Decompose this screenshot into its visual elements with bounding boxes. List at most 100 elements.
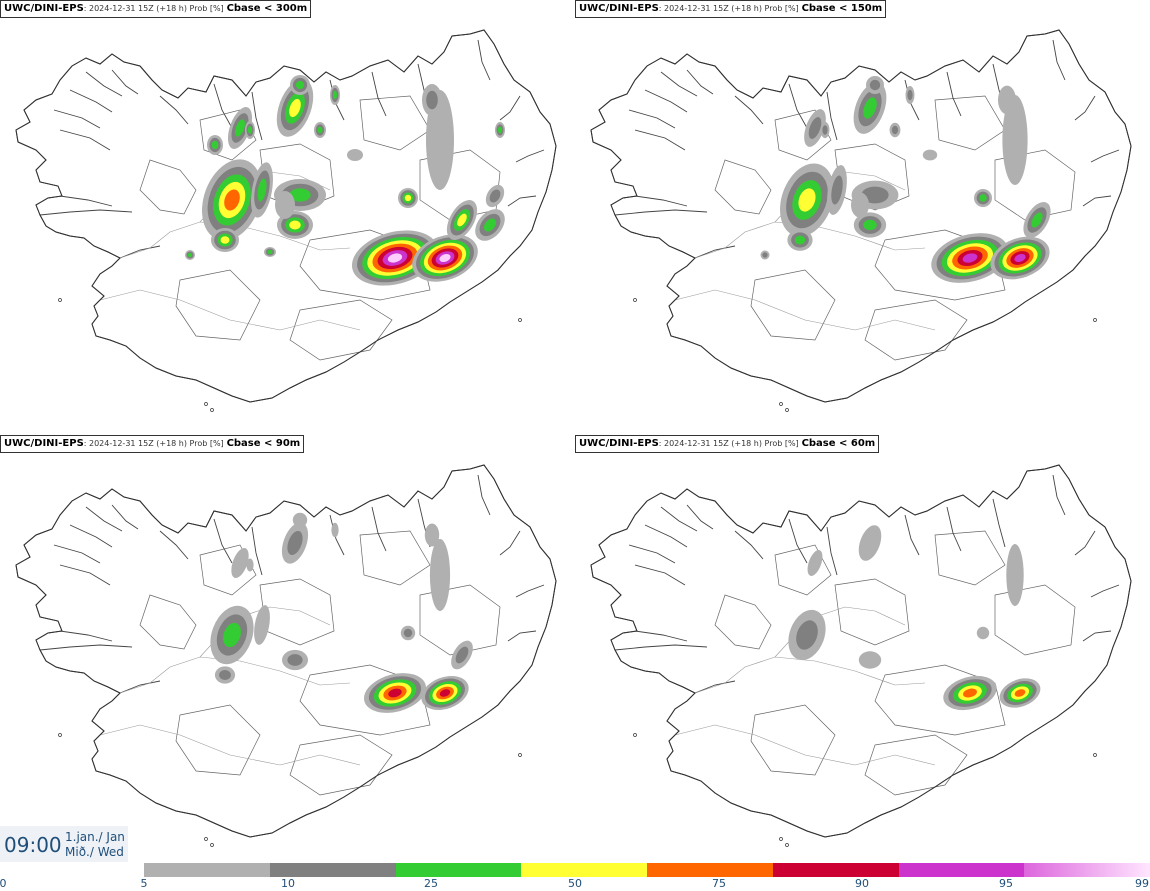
fjord-line xyxy=(499,95,521,121)
probability-area xyxy=(422,84,442,116)
fjord-line xyxy=(213,518,233,564)
variable-label: Cbase < 60m xyxy=(801,438,876,449)
probability-area xyxy=(760,250,770,260)
coastline-overlay xyxy=(15,29,557,403)
probability-area xyxy=(485,184,505,208)
probability-contour xyxy=(287,530,303,556)
probability-area xyxy=(974,189,992,207)
colorbar-tick-label: 90 xyxy=(855,877,869,890)
probability-area xyxy=(290,75,310,95)
probability-contour xyxy=(289,188,311,202)
probability-contour xyxy=(863,219,877,231)
map-panel-3: UWC/DINI-EPS: 2024-12-31 15Z (+18 h) Pro… xyxy=(0,435,575,870)
fjord-line xyxy=(69,524,113,548)
fjord-line xyxy=(111,504,139,530)
fjord-line xyxy=(159,530,189,560)
island xyxy=(210,408,214,412)
probability-contour xyxy=(1031,212,1043,228)
run-info: : 2024-12-31 15Z (+18 h) Prob [%] xyxy=(658,4,799,13)
probability-area xyxy=(804,109,826,147)
probability-area xyxy=(202,159,262,241)
valid-day-line: Mið./ Wed xyxy=(65,845,124,859)
colorbar-tick-label: 95 xyxy=(999,877,1013,890)
region-boundary xyxy=(359,530,431,586)
probability-area xyxy=(451,640,473,670)
fjord-line xyxy=(85,506,123,532)
iceland-map-1 xyxy=(15,29,557,412)
region-boundary xyxy=(834,578,910,646)
island xyxy=(779,837,783,841)
fjord-line xyxy=(644,524,688,548)
probability-contour xyxy=(457,213,467,227)
probability-area xyxy=(998,85,1016,115)
valid-time-box: 09:00 1.jan./ Jan Mið./ Wed xyxy=(0,826,128,862)
panel-title-3: UWC/DINI-EPS: 2024-12-31 15Z (+18 h) Pro… xyxy=(0,435,305,453)
colorbar-tick-label: 25 xyxy=(424,877,438,890)
probability-area xyxy=(282,649,308,671)
island xyxy=(779,402,783,406)
fjord-line xyxy=(213,83,233,129)
valid-time-clock: 09:00 xyxy=(4,833,62,857)
variable-label: Cbase < 150m xyxy=(801,3,883,14)
probability-area xyxy=(851,192,869,218)
fjord-line xyxy=(660,71,698,97)
panel-title-4: UWC/DINI-EPS: 2024-12-31 15Z (+18 h) Pro… xyxy=(575,435,880,453)
coastline xyxy=(590,464,1132,838)
region-boundary xyxy=(714,594,772,650)
road-line xyxy=(99,289,361,331)
fjord-line xyxy=(39,209,133,216)
probability-contour xyxy=(794,235,806,245)
fjord-line xyxy=(69,89,113,113)
region-boundary xyxy=(750,269,836,341)
probability-contour xyxy=(483,218,497,232)
panel-title-1: UWC/DINI-EPS: 2024-12-31 15Z (+18 h) Pro… xyxy=(0,0,312,18)
road-line xyxy=(674,724,936,766)
probability-area xyxy=(858,525,882,561)
fjord-line xyxy=(499,530,521,556)
coastline-overlay xyxy=(15,464,557,838)
island xyxy=(210,843,214,847)
fjord-line xyxy=(119,245,161,259)
probability-contour xyxy=(331,522,339,538)
probability-contour xyxy=(223,622,241,648)
region-boundary xyxy=(994,149,1076,221)
fjord-line xyxy=(634,129,686,151)
map-panel-2: UWC/DINI-EPS: 2024-12-31 15Z (+18 h) Pro… xyxy=(575,0,1150,435)
probability-contour xyxy=(863,97,877,119)
fjord-line xyxy=(826,91,838,141)
probability-area xyxy=(1006,544,1024,606)
fjord-line xyxy=(1090,149,1120,163)
variable-label: Cbase < 300m xyxy=(226,3,308,14)
fjord-line xyxy=(628,544,676,564)
colorbar-tick-label: 10 xyxy=(281,877,295,890)
probability-contour xyxy=(822,125,828,135)
probability-area xyxy=(412,234,478,282)
probability-area xyxy=(246,558,254,572)
colorbar-segment xyxy=(772,863,899,877)
probability-area xyxy=(214,666,236,684)
probability-area xyxy=(264,247,276,257)
probability-area xyxy=(853,212,887,238)
fjord-line xyxy=(329,514,345,556)
run-info: : 2024-12-31 15Z (+18 h) Prob [%] xyxy=(658,439,799,448)
colorbar-tick-label: 75 xyxy=(712,877,726,890)
map-group xyxy=(590,29,1132,412)
probability-area xyxy=(943,675,997,711)
region-boundary xyxy=(874,664,1006,736)
region-boundary xyxy=(774,544,832,596)
fjord-line xyxy=(59,564,111,586)
probability-area xyxy=(210,605,254,665)
probability-contour xyxy=(224,189,240,211)
fjord-line xyxy=(371,71,387,117)
probability-area xyxy=(227,107,253,149)
region-boundary xyxy=(299,664,431,736)
island xyxy=(58,733,62,737)
probability-contour xyxy=(404,194,412,202)
island xyxy=(1093,753,1097,757)
fjord-line xyxy=(53,109,101,129)
fjord-line xyxy=(515,584,545,598)
island xyxy=(204,402,208,406)
probability-area xyxy=(254,605,270,645)
fjord-line xyxy=(59,129,111,151)
region-boundary xyxy=(175,269,261,341)
